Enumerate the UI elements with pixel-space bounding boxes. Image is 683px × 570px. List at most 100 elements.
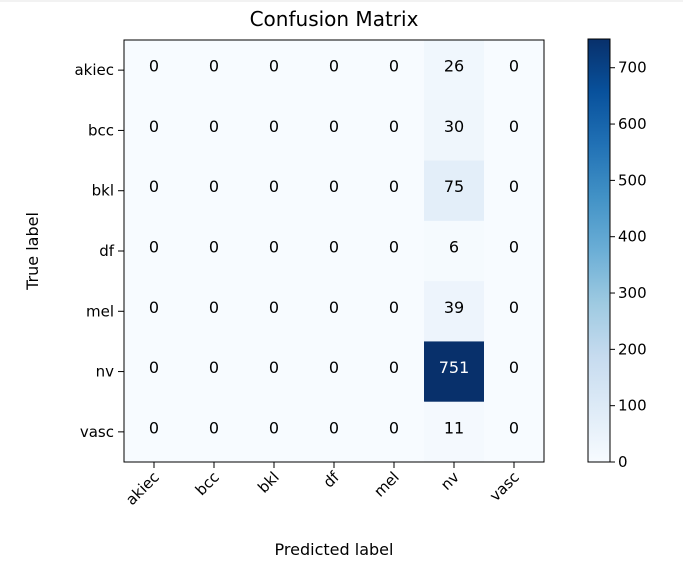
colorbar — [587, 38, 611, 463]
heatmap-cell — [424, 281, 485, 342]
colorbar-tick-label: 700 — [618, 59, 647, 77]
x-tick-label: df — [320, 468, 344, 492]
heatmap-cell — [424, 341, 485, 403]
x-tick-label: bkl — [254, 468, 283, 497]
heatmap-cell — [184, 40, 245, 101]
cell-value-label: 0 — [209, 117, 219, 136]
cell-value-label: 0 — [149, 298, 159, 317]
y-tick-label: nv — [96, 363, 115, 381]
heatmap-cell — [304, 341, 365, 403]
cell-value-label: 0 — [329, 418, 339, 437]
cell-value-label: 0 — [209, 418, 219, 437]
heatmap-cell — [244, 220, 305, 282]
colorbar-tick-label: 200 — [618, 340, 647, 358]
heatmap-cell — [244, 281, 305, 342]
y-tick-label: df — [99, 242, 115, 260]
cell-value-label: 26 — [444, 57, 464, 76]
heatmap-cell — [184, 341, 245, 403]
cell-value-label: 0 — [149, 57, 159, 76]
cell-value-label: 0 — [509, 177, 519, 196]
heatmap-cell — [184, 220, 245, 282]
heatmap-cell — [484, 220, 545, 282]
cell-value-label: 0 — [149, 177, 159, 196]
heatmap-cell — [124, 40, 185, 101]
cell-value-label: 0 — [269, 418, 279, 437]
cell-value-label: 0 — [329, 177, 339, 196]
cell-value-label: 0 — [389, 177, 399, 196]
heatmap-cell — [364, 160, 425, 222]
colorbar-tick-label: 100 — [618, 397, 647, 415]
cell-value-label: 39 — [444, 298, 464, 317]
heatmap-cell — [364, 341, 425, 403]
cell-value-label: 0 — [389, 418, 399, 437]
heatmap-cell — [244, 100, 305, 162]
x-tick-label: bcc — [192, 468, 223, 499]
heatmap-cell — [124, 401, 185, 463]
cell-value-label: 11 — [444, 418, 464, 437]
heatmap-cell — [124, 100, 185, 162]
heatmap-cell — [304, 281, 365, 342]
cell-value-label: 30 — [444, 117, 464, 136]
cell-value-label: 0 — [149, 358, 159, 377]
x-tick-label: nv — [437, 468, 463, 494]
cell-value-label: 0 — [269, 57, 279, 76]
heatmap-cell — [364, 220, 425, 282]
colorbar-tick-label: 0 — [618, 453, 628, 471]
heatmap-cell — [424, 160, 485, 222]
heatmap-cell — [124, 341, 185, 403]
cell-value-label: 0 — [509, 238, 519, 257]
heatmap-cell — [244, 40, 305, 101]
cell-value-label: 0 — [149, 117, 159, 136]
cell-value-label: 0 — [509, 298, 519, 317]
cell-value-label: 0 — [209, 358, 219, 377]
heatmap-cell — [244, 341, 305, 403]
heatmap-cell — [364, 100, 425, 162]
top-border-line — [0, 0, 683, 2]
cell-value-label: 0 — [329, 117, 339, 136]
cell-value-label: 0 — [509, 57, 519, 76]
cell-value-label: 0 — [509, 418, 519, 437]
x-tick-label: vasc — [486, 468, 523, 505]
heatmap-cell — [364, 401, 425, 463]
cell-value-label: 0 — [149, 418, 159, 437]
heatmap-cells: 0 0 0 0 0 26 0 0 0 0 0 0 30 0 0 0 0 0 0 75 0 0 0 0 0 0 6 0 0 0 0 0 0 39 0 0… — [124, 40, 545, 463]
heatmap-cell — [424, 40, 485, 101]
heatmap-cell — [484, 100, 545, 162]
y-axis: akiec bcc bkl df mel nv vasc — [74, 61, 124, 441]
cell-value-label: 0 — [389, 298, 399, 317]
cell-value-label: 0 — [329, 358, 339, 377]
heatmap-cell — [484, 40, 545, 101]
heatmap-cell — [244, 401, 305, 463]
heatmap-cell — [184, 401, 245, 463]
heatmap-cell — [124, 281, 185, 342]
x-axis: akiec bcc bkl df mel nv vasc — [122, 462, 523, 509]
cell-value-label: 0 — [209, 57, 219, 76]
cell-value-label: 0 — [329, 57, 339, 76]
cell-value-label: 0 — [329, 238, 339, 257]
colorbar-tick-label: 400 — [618, 228, 647, 246]
heatmap-cell — [364, 281, 425, 342]
colorbar-tick-label: 500 — [618, 171, 647, 189]
cell-value-label: 0 — [389, 117, 399, 136]
cell-value-label: 0 — [269, 298, 279, 317]
heatmap-cell — [124, 160, 185, 222]
cell-value-label: 0 — [389, 57, 399, 76]
cell-value-label: 0 — [389, 358, 399, 377]
x-tick-label: akiec — [122, 468, 163, 509]
heatmap-cell — [184, 160, 245, 222]
cell-value-label: 0 — [269, 238, 279, 257]
heatmap-cell — [244, 160, 305, 222]
heatmap-cell — [484, 341, 545, 403]
heatmap-cell — [304, 40, 365, 101]
heatmap-cell — [184, 281, 245, 342]
heatmap-cell — [424, 220, 485, 282]
heatmap-cell — [424, 100, 485, 162]
heatmap-cell — [304, 401, 365, 463]
heatmap-cell — [424, 401, 485, 463]
cell-value-label: 0 — [269, 358, 279, 377]
chart-title: Confusion Matrix — [250, 7, 419, 31]
colorbar-axis: 0 100 200 300 400 500 600 700 — [610, 59, 647, 471]
cell-value-label: 0 — [209, 298, 219, 317]
y-tick-label: bcc — [88, 121, 114, 139]
